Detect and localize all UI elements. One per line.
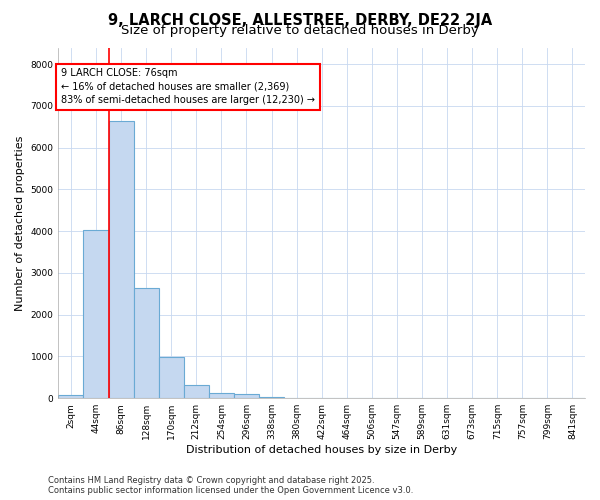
Bar	[58, 395, 83, 398]
Bar	[134, 288, 159, 398]
Bar	[184, 385, 209, 398]
Bar	[159, 358, 184, 398]
Bar	[83, 230, 109, 398]
Bar	[209, 393, 234, 398]
Bar	[259, 397, 284, 398]
Bar	[234, 394, 259, 398]
Text: 9, LARCH CLOSE, ALLESTREE, DERBY, DE22 2JA: 9, LARCH CLOSE, ALLESTREE, DERBY, DE22 2…	[108, 12, 492, 28]
Bar	[109, 120, 134, 398]
Text: Size of property relative to detached houses in Derby: Size of property relative to detached ho…	[121, 24, 479, 37]
Text: 9 LARCH CLOSE: 76sqm
← 16% of detached houses are smaller (2,369)
83% of semi-de: 9 LARCH CLOSE: 76sqm ← 16% of detached h…	[61, 68, 315, 105]
X-axis label: Distribution of detached houses by size in Derby: Distribution of detached houses by size …	[186, 445, 457, 455]
Y-axis label: Number of detached properties: Number of detached properties	[15, 135, 25, 310]
Text: Contains HM Land Registry data © Crown copyright and database right 2025.
Contai: Contains HM Land Registry data © Crown c…	[48, 476, 413, 495]
